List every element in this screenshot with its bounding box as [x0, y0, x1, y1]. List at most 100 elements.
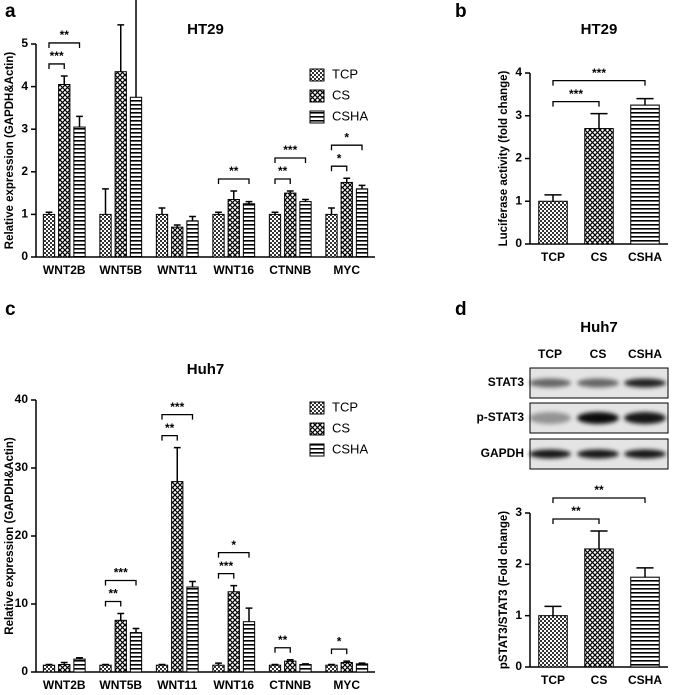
y-tick-label: 40 [15, 392, 29, 406]
significance-bracket [217, 178, 250, 184]
blot-lane-label: CSHA [628, 347, 662, 361]
bar [42, 213, 56, 258]
x-tick-label: CS [591, 673, 608, 687]
x-tick-label: CTNNB [269, 263, 311, 277]
significance-label: ** [60, 28, 70, 42]
y-tick-label: 1 [21, 207, 28, 221]
significance-bracket [104, 600, 122, 607]
legend-label: TCP [332, 66, 358, 81]
bar [538, 200, 568, 245]
bar [114, 619, 127, 673]
blot-band [624, 378, 666, 388]
significance-label: ** [278, 633, 288, 647]
legend-swatch [309, 89, 325, 103]
chart-title: Huh7 [187, 361, 225, 378]
error-bar [45, 663, 53, 666]
blot-band [577, 412, 619, 424]
x-tick-label: CSHA [628, 673, 662, 687]
x-tick-label: WNT5B [99, 678, 142, 692]
significance-bracket [217, 551, 250, 558]
error-bar [358, 184, 366, 189]
significance-bracket [104, 579, 137, 586]
error-bar [45, 211, 53, 215]
significance-label: * [231, 538, 236, 552]
y-tick-label: 2 [515, 151, 522, 165]
significance-label: *** [283, 143, 297, 157]
bar [58, 83, 71, 258]
bar [242, 621, 256, 673]
x-tick-label: MYC [333, 678, 360, 692]
legend-label: CSHA [332, 108, 368, 123]
bar [268, 664, 282, 673]
error-bar [215, 662, 222, 666]
significance-label: *** [114, 566, 128, 580]
error-bar [158, 663, 166, 666]
x-tick-label: CTNNB [269, 678, 311, 692]
blot-band [529, 378, 571, 388]
y-tick-label: 1 [515, 193, 522, 207]
bar [340, 181, 353, 258]
blot-band [529, 449, 571, 459]
legend-swatch [309, 68, 325, 82]
bar [584, 548, 614, 668]
y-tick-label: 5 [21, 36, 28, 50]
significance-label: ** [108, 587, 118, 601]
chart-title: HT29 [187, 21, 224, 38]
y-tick-label: 3 [515, 108, 522, 122]
significance-label: * [337, 151, 342, 165]
blot-band [624, 449, 666, 459]
y-axis-label: Relative expression (GAPDH&Actin) [4, 52, 16, 250]
bar [268, 213, 282, 258]
error-bar [245, 200, 253, 204]
bar [73, 658, 86, 673]
legend-label: CS [332, 420, 350, 435]
panel-letter: d [455, 299, 467, 320]
significance-bracket [330, 648, 348, 655]
error-bar [76, 115, 83, 128]
error-bar [135, 0, 137, 98]
bar [340, 661, 353, 673]
significance-bracket [161, 413, 194, 420]
error-bar [544, 194, 562, 202]
error-bar [286, 659, 294, 662]
legend-label: TCP [332, 399, 358, 414]
bar [155, 664, 169, 673]
significance-bracket [48, 63, 65, 69]
bar [538, 615, 568, 668]
bar [325, 213, 338, 258]
y-tick-label: 3 [21, 121, 28, 135]
bar [212, 664, 225, 673]
blot-band [577, 449, 619, 459]
error-bar [132, 627, 140, 633]
error-bar [215, 211, 222, 215]
bar [186, 220, 199, 258]
error-bar [302, 198, 309, 202]
significance-label: *** [219, 559, 233, 573]
blot-lane-label: TCP [538, 347, 562, 361]
error-bar [302, 663, 309, 665]
bar [584, 128, 614, 245]
significance-bracket [217, 572, 235, 579]
bar [227, 591, 240, 673]
y-tick-label: 30 [15, 460, 29, 474]
significance-label: ** [594, 483, 604, 497]
y-tick-label: 0 [21, 664, 28, 678]
bar [630, 104, 660, 245]
error-bar [230, 584, 238, 592]
error-bar [173, 446, 181, 482]
significance-label: * [337, 634, 342, 648]
error-bar [102, 188, 109, 215]
x-tick-label: WNT2B [43, 263, 86, 277]
error-bar [60, 75, 68, 85]
bar [58, 664, 71, 673]
legend-swatch [309, 422, 325, 436]
x-tick-label: WNT11 [157, 678, 197, 692]
chart-title: HT29 [581, 21, 618, 38]
bar [299, 201, 312, 258]
significance-label: ** [278, 164, 288, 178]
bar [355, 663, 369, 673]
significance-bracket [552, 518, 600, 524]
x-tick-label: CSHA [628, 250, 662, 264]
blot-row-label: GAPDH [481, 446, 524, 460]
error-bar [328, 663, 335, 666]
